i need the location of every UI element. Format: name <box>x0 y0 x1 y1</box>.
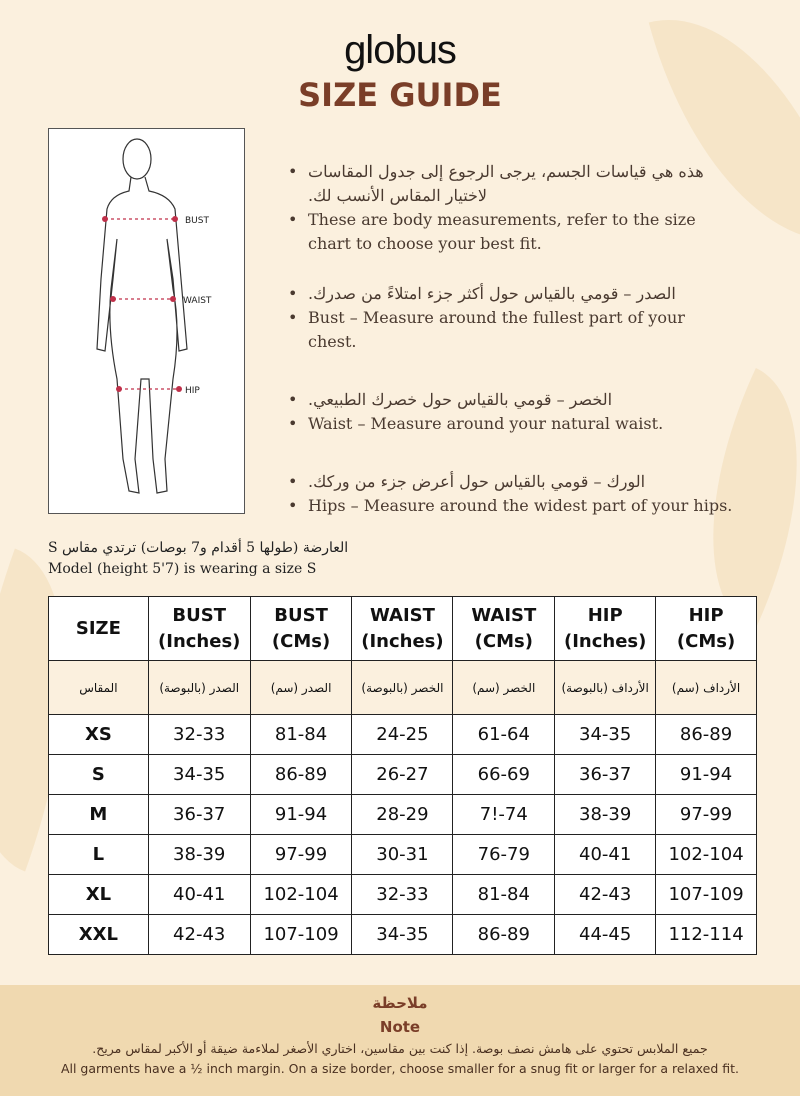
bullet-en: These are body measurements, refer to th… <box>288 208 738 256</box>
column-header-ar: الصدر (سم) <box>249 660 353 715</box>
measurement-cell: 44-45 <box>554 914 657 955</box>
column-header: BUST (CMs) <box>249 596 353 661</box>
size-cell: S <box>48 754 149 795</box>
page-title: SIZE GUIDE <box>298 76 502 114</box>
column-header-ar: الأرداف (بالبوصة) <box>554 660 657 715</box>
bullet-en: Waist – Measure around your natural wais… <box>288 412 738 436</box>
bullet-en: Bust – Measure around the fullest part o… <box>288 306 738 354</box>
note-text-ar: جميع الملابس تحتوي على هامش نصف بوصة. إذ… <box>92 1041 708 1056</box>
measurement-cell: 38-39 <box>554 794 657 835</box>
measurement-cell: 38-39 <box>147 834 251 875</box>
measurement-cell: 86-89 <box>655 714 757 755</box>
bullet-ar: الخصر – قومي بالقياس حول خصرك الطبيعي. <box>288 388 738 412</box>
column-header-line: (Inches) <box>158 630 241 652</box>
measurement-cell: 26-27 <box>351 754 454 795</box>
column-header-line: (CMs) <box>474 630 533 652</box>
column-header-line: (Inches) <box>563 630 647 652</box>
measurement-cell: 81-84 <box>452 874 556 915</box>
measurement-cell: 40-41 <box>147 874 251 915</box>
column-header-ar: الخصر (سم) <box>452 660 556 715</box>
size-cell: L <box>48 834 149 875</box>
table-row: L 38-39 97-99 30-31 76-79 40-41 102-104 <box>48 834 757 875</box>
hip-label: HIP <box>185 386 200 396</box>
measurement-cell: 40-41 <box>554 834 657 875</box>
table-row: XS 32-33 81-84 24-25 61-64 34-35 86-89 <box>48 714 757 755</box>
column-header: HIP (Inches) <box>554 596 657 661</box>
column-header-line: (Inches) <box>361 630 444 652</box>
measurement-cell: 36-37 <box>147 794 251 835</box>
measurement-cell: 91-94 <box>249 794 353 835</box>
measurement-instructions: هذه هي قياسات الجسم، يرجى الرجوع إلى جدو… <box>288 160 738 544</box>
measurement-cell: 76-79 <box>452 834 556 875</box>
measurement-cell: 34-35 <box>351 914 454 955</box>
size-chart-table: SIZE BUST (Inches) BUST (CMs) WAIST (Inches) WA… <box>48 596 757 955</box>
note-section: ملاحظة Note جميع الملابس تحتوي على هامش … <box>0 985 800 1096</box>
note-title: Note <box>379 1018 421 1036</box>
measurement-cell: 24-25 <box>351 714 454 755</box>
column-header-ar: الصدر (بالبوصة) <box>147 660 251 715</box>
measurement-cell: 102-104 <box>249 874 353 915</box>
table-row: M 36-37 91-94 28-29 7!-74 38-39 97-99 <box>48 794 757 835</box>
measurement-cell: 36-37 <box>554 754 657 795</box>
column-header: SIZE <box>48 596 149 661</box>
bullet-ar: الصدر – قومي بالقياس حول أكثر جزء امتلاء… <box>288 282 738 306</box>
measurement-cell: 32-33 <box>351 874 454 915</box>
column-header-line: HIP <box>587 604 623 626</box>
table-row: S 34-35 86-89 26-27 66-69 36-37 91-94 <box>48 754 757 795</box>
measurement-cell: 66-69 <box>452 754 556 795</box>
column-header-line: WAIST <box>369 604 435 626</box>
size-cell: M <box>48 794 149 835</box>
column-header-line: (CMs) <box>271 630 331 652</box>
column-header: WAIST (CMs) <box>452 596 556 661</box>
measurement-cell: 91-94 <box>655 754 757 795</box>
waist-label: WAIST <box>183 296 212 306</box>
measurement-cell: 86-89 <box>249 754 353 795</box>
measurement-cell: 107-109 <box>655 874 757 915</box>
measurement-cell: 34-35 <box>147 754 251 795</box>
note-title-ar: ملاحظة <box>372 994 428 1012</box>
column-header-line: BUST <box>172 604 226 626</box>
column-header-ar: الخصر (بالبوصة) <box>351 660 454 715</box>
measurement-cell: 97-99 <box>249 834 353 875</box>
measurement-cell: 61-64 <box>452 714 556 755</box>
model-info-en: Model (height 5'7) is wearing a size S <box>48 561 317 577</box>
column-header: HIP (CMs) <box>655 596 757 661</box>
column-header-line: BUST <box>274 604 328 626</box>
measurement-cell: 28-29 <box>351 794 454 835</box>
measurement-cell: 30-31 <box>351 834 454 875</box>
bullet-en: Hips – Measure around the widest part of… <box>288 494 738 518</box>
bullet-ar: الورك – قومي بالقياس حول أعرض جزء من ورك… <box>288 470 738 494</box>
model-info: العارضة (طولها 5 أقدام و7 بوصات) ترتدي م… <box>48 538 348 580</box>
table-row: XXL 42-43 107-109 34-35 86-89 44-45 112-114 <box>48 914 757 955</box>
measurement-cell: 7!-74 <box>452 794 556 835</box>
note-text: All garments have a ½ inch margin. On a … <box>60 1061 740 1076</box>
model-info-ar: العارضة (طولها 5 أقدام و7 بوصات) ترتدي م… <box>48 540 349 556</box>
column-header-ar: الأرداف (سم) <box>655 660 757 715</box>
size-cell: XXL <box>48 914 149 955</box>
size-cell: XL <box>48 874 149 915</box>
column-header-ar: المقاس <box>48 660 149 715</box>
bullet-ar: هذه هي قياسات الجسم، يرجى الرجوع إلى جدو… <box>288 160 738 208</box>
measurement-cell: 34-35 <box>554 714 657 755</box>
column-header: WAIST (Inches) <box>351 596 454 661</box>
measurement-cell: 107-109 <box>249 914 353 955</box>
column-header-line: (CMs) <box>676 630 736 652</box>
body-measurement-figure: BUST WAIST HIP <box>48 128 245 514</box>
column-header-line: SIZE <box>75 617 121 639</box>
brand-logo: globus <box>344 28 457 72</box>
measurement-cell: 86-89 <box>452 914 556 955</box>
measurement-cell: 112-114 <box>655 914 757 955</box>
measurement-cell: 42-43 <box>147 914 251 955</box>
bust-label: BUST <box>185 216 209 226</box>
measurement-cell: 42-43 <box>554 874 657 915</box>
measurement-cell: 97-99 <box>655 794 757 835</box>
measurement-cell: 32-33 <box>147 714 251 755</box>
table-row: XL 40-41 102-104 32-33 81-84 42-43 107-109 <box>48 874 757 915</box>
measurement-cell: 102-104 <box>655 834 757 875</box>
size-cell: XS <box>48 714 149 755</box>
column-header-line: HIP <box>688 604 724 626</box>
column-header-line: WAIST <box>471 604 537 626</box>
measurement-cell: 81-84 <box>249 714 353 755</box>
column-header: BUST (Inches) <box>147 596 251 661</box>
